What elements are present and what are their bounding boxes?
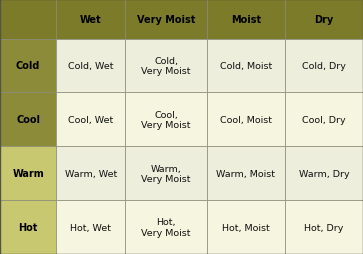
Bar xyxy=(207,147,285,200)
Bar xyxy=(207,39,285,93)
Bar xyxy=(207,200,285,254)
Bar xyxy=(56,39,125,93)
Text: Cool,
Very Moist: Cool, Very Moist xyxy=(141,110,191,130)
Bar xyxy=(285,93,363,147)
Bar xyxy=(56,93,125,147)
Text: Very Moist: Very Moist xyxy=(137,15,195,25)
Text: Cool: Cool xyxy=(16,115,40,125)
Text: Wet: Wet xyxy=(80,15,102,25)
Text: Cold, Moist: Cold, Moist xyxy=(220,62,272,71)
Text: Hot: Hot xyxy=(19,222,38,232)
Bar xyxy=(125,200,207,254)
Text: Cool, Dry: Cool, Dry xyxy=(302,115,346,124)
Bar xyxy=(0,147,56,200)
Bar xyxy=(285,147,363,200)
Text: Cold, Wet: Cold, Wet xyxy=(68,62,114,71)
Bar xyxy=(56,147,125,200)
Text: Hot, Dry: Hot, Dry xyxy=(304,223,344,232)
Text: Cool, Moist: Cool, Moist xyxy=(220,115,272,124)
Text: Hot, Moist: Hot, Moist xyxy=(222,223,270,232)
Bar xyxy=(56,200,125,254)
Bar xyxy=(0,39,56,93)
Bar xyxy=(125,147,207,200)
Bar xyxy=(125,39,207,93)
Bar xyxy=(0,0,56,39)
Bar xyxy=(0,93,56,147)
Text: Warm: Warm xyxy=(12,169,44,179)
Text: Moist: Moist xyxy=(231,15,261,25)
Text: Warm, Wet: Warm, Wet xyxy=(65,169,117,178)
Text: Warm,
Very Moist: Warm, Very Moist xyxy=(141,164,191,183)
Text: Cold: Cold xyxy=(16,61,40,71)
Text: Warm, Dry: Warm, Dry xyxy=(299,169,349,178)
Bar xyxy=(285,39,363,93)
Bar xyxy=(207,0,285,39)
Bar xyxy=(125,0,207,39)
Text: Cold,
Very Moist: Cold, Very Moist xyxy=(141,57,191,76)
Text: Warm, Moist: Warm, Moist xyxy=(216,169,276,178)
Text: Hot,
Very Moist: Hot, Very Moist xyxy=(141,217,191,237)
Text: Cool, Wet: Cool, Wet xyxy=(68,115,113,124)
Bar xyxy=(285,0,363,39)
Bar xyxy=(285,200,363,254)
Text: Dry: Dry xyxy=(314,15,334,25)
Bar xyxy=(0,200,56,254)
Bar xyxy=(56,0,125,39)
Text: Cold, Dry: Cold, Dry xyxy=(302,62,346,71)
Bar xyxy=(125,93,207,147)
Text: Hot, Wet: Hot, Wet xyxy=(70,223,111,232)
Bar xyxy=(207,93,285,147)
